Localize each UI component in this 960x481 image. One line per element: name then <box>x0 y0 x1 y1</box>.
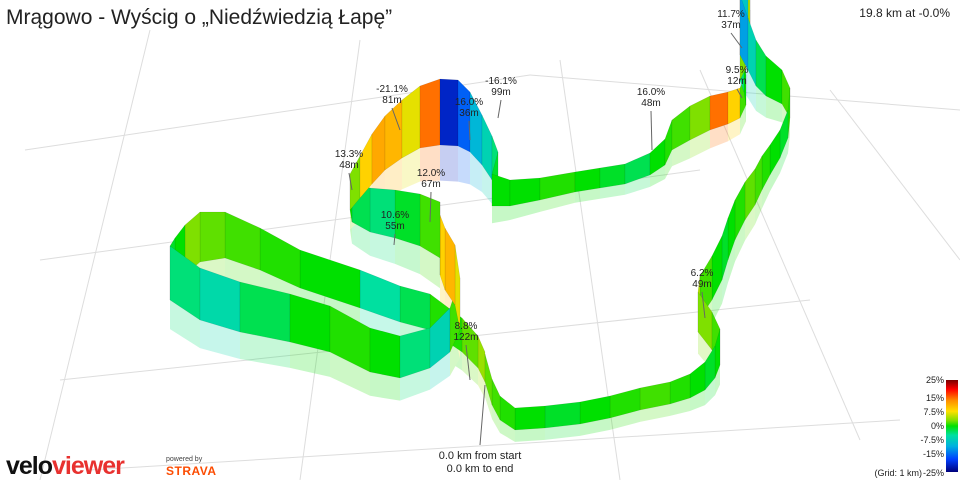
legend-tick: 15% <box>925 393 944 403</box>
annotation: -16.1% 99m <box>485 76 517 98</box>
legend-tick: 25% <box>925 375 944 385</box>
route-summary: 19.8 km at -0.0% <box>859 6 950 20</box>
gradient-color-bar <box>946 380 958 472</box>
annotation: 8.8% 122m <box>453 321 479 343</box>
annotation: 10.6% 55m <box>380 210 410 232</box>
annotation-leader-lines <box>348 32 743 446</box>
veloviewer-logo[interactable]: veloviewer <box>6 452 125 480</box>
strava-logo[interactable]: STRAVA <box>166 464 217 478</box>
annotation: -21.1% 81m <box>376 84 408 106</box>
page-title: Mrągowo - Wyścig o „Niedźwiedzią Łapę” <box>6 6 393 29</box>
annotation: 16.0% 48m <box>636 87 666 109</box>
legend-tick: -7.5% <box>920 435 944 445</box>
route-ribbon <box>169 0 791 442</box>
grid-scale-note: (Grid: 1 km) <box>874 468 922 478</box>
legend-tick: 7.5% <box>923 407 944 417</box>
annotation: 16.0% 36m <box>454 97 484 119</box>
annotation: 12.0% 67m <box>416 168 446 190</box>
legend-tick: 0% <box>930 421 944 431</box>
start-label: 0.0 km from start 0.0 km to end <box>438 450 522 475</box>
legend-tick: -15% <box>922 449 944 459</box>
annotation: 6.2% 49m <box>690 268 714 290</box>
annotation: 11.7% 37m <box>717 9 745 31</box>
powered-by-label: powered by <box>166 456 203 463</box>
annotation: 13.3% 48m <box>334 149 364 171</box>
legend-tick: -25% <box>922 468 944 478</box>
annotation: 9.5% 12m <box>725 65 749 87</box>
